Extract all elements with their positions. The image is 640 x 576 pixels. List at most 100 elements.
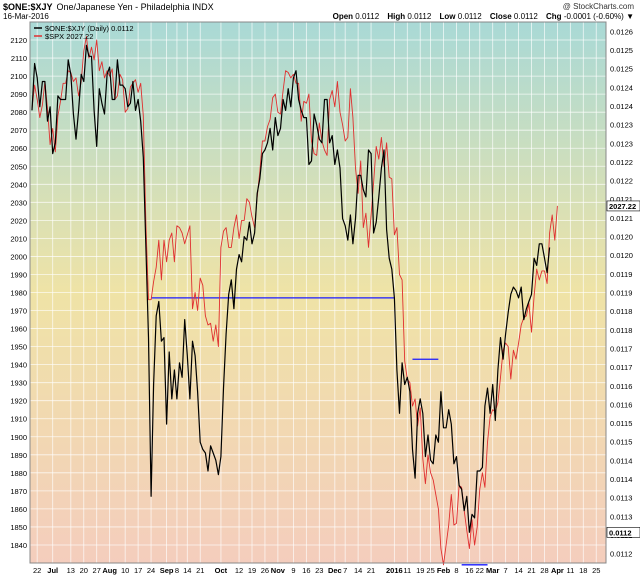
y-right-tick-label: 0.0119	[610, 270, 632, 279]
y-right-tick-label: 0.0119	[610, 289, 632, 298]
y-right-tick-label: 0.0118	[610, 326, 632, 335]
x-tick-label: 11	[566, 566, 574, 575]
y-left-tick-label: 1980	[10, 289, 27, 298]
x-tick-label: 14	[514, 566, 522, 575]
y-right-tick-label: 0.0116	[610, 400, 632, 409]
chart-date: 16-Mar-2016	[3, 12, 49, 21]
y-left-tick-label: 2030	[10, 198, 27, 207]
y-left-tick-label: 1840	[10, 541, 27, 550]
x-tick-label: 23	[315, 566, 323, 575]
y-right-tick-label: 0.0114	[610, 456, 632, 465]
symbol-description: One/Japanese Yen - Philadelphia INDX	[56, 2, 214, 12]
x-tick-label: 7	[343, 566, 347, 575]
y-right-tick-label: 0.0117	[610, 363, 632, 372]
quote-value: 0.0112	[457, 12, 482, 21]
y-right-tick-label: 0.0120	[610, 233, 633, 242]
y-left-tick-label: 1970	[10, 307, 27, 316]
x-tick-label: 21	[196, 566, 204, 575]
x-tick-label: 20	[80, 566, 88, 575]
y-right-tick-label: 0.0112	[610, 550, 632, 559]
y-right-tick-label: 0.0114	[610, 475, 632, 484]
x-tick-label: Jul	[47, 566, 58, 575]
x-tick-label: 25	[592, 566, 600, 575]
y-right-tick-label: 0.0116	[610, 382, 632, 391]
y-right-tick-label: 0.0123	[610, 139, 633, 148]
y-left-tick-label: 2070	[10, 126, 27, 135]
y-left-tick-label: 1990	[10, 270, 27, 279]
x-tick-label: Oct	[215, 566, 228, 575]
y-left-tick-label: 1900	[10, 433, 27, 442]
y-left-tick-label: 2000	[10, 252, 27, 261]
x-tick-label: 10	[121, 566, 129, 575]
y-left-tick-label: 1940	[10, 361, 27, 370]
y-left-tick-label: 1880	[10, 469, 27, 478]
x-tick-label: 7	[504, 566, 508, 575]
y-left-tick-label: 1890	[10, 451, 27, 460]
legend-entry: $SPX 2027.22	[45, 32, 93, 41]
y-left-tick-label: 1950	[10, 343, 27, 352]
y-left-tick-label: 1930	[10, 379, 27, 388]
x-tick-label: 18	[579, 566, 587, 575]
x-tick-label: Dec	[328, 566, 342, 575]
y-left-tick-label: 1870	[10, 487, 27, 496]
xjy-price-badge-text: 0.0112	[609, 528, 632, 537]
xjy-series-line	[31, 44, 551, 533]
y-left-tick-label: 2100	[10, 72, 27, 81]
quote-value: 0.0112	[513, 12, 538, 21]
quote-value: 0.0112	[407, 12, 432, 21]
legend-entry: $ONE:$XJY (Daily) 0.0112	[45, 24, 134, 33]
spx-price-badge-text: 2027.22	[609, 202, 636, 211]
y-left-tick-label: 1850	[10, 523, 27, 532]
x-tick-label: 19	[248, 566, 256, 575]
chart-symbol: $ONE:$XJY One/Japanese Yen - Philadelphia…	[3, 2, 214, 12]
quote-value: 0.0112	[355, 12, 380, 21]
price-badges: 2027.22 0.0112	[606, 200, 640, 538]
y-right-tick-label: 0.0115	[610, 438, 632, 447]
y-left-tick-label: 2060	[10, 144, 27, 153]
y-right-tick-label: 0.0124	[610, 102, 633, 111]
x-tick-label: Feb	[437, 566, 451, 575]
x-tick-label: 21	[527, 566, 535, 575]
x-tick-label: 21	[367, 566, 375, 575]
y-right-tick-label: 0.0117	[610, 344, 632, 353]
x-tick-label: 22	[476, 566, 484, 575]
y-right-tick-label: 0.0121	[610, 195, 633, 204]
quote-label: High	[387, 12, 406, 21]
x-tick-label: Apr	[551, 566, 564, 575]
x-tick-label: Nov	[271, 566, 286, 575]
y-right-tick-label: 0.0120	[610, 251, 633, 260]
x-tick-label: 14	[183, 566, 191, 575]
support-lines	[151, 297, 488, 566]
y-left-tick-label: 2020	[10, 216, 27, 225]
quote-readout: Open 0.0112 High 0.0112 Low 0.0112 Close…	[333, 12, 634, 21]
xjy-price-badge	[606, 527, 640, 538]
x-tick-label: Sep	[160, 566, 174, 575]
y-right-tick-label: 0.0113	[610, 494, 632, 503]
x-tick-label: 12	[235, 566, 243, 575]
y-right-tick-label: 0.0126	[610, 27, 633, 36]
x-tick-label: 28	[540, 566, 548, 575]
series-lines	[31, 35, 558, 566]
y-left-tick-label: 2010	[10, 234, 27, 243]
quote-label: Chg	[546, 12, 562, 21]
y-left-tick-label: 2080	[10, 108, 27, 117]
y-right-tick-label: 0.0122	[610, 158, 633, 167]
quote-value: -0.0001 (-0.60%)	[563, 12, 624, 21]
x-tick-label: 22	[33, 566, 41, 575]
x-tick-label: Aug	[102, 566, 117, 575]
x-axis: 22 Jul 13 20 27 Aug 10 17 24 Sep 8 14 21 Oct 12 19 26 Nov…	[33, 566, 600, 575]
x-tick-label: Mar	[486, 566, 499, 575]
y-left-tick-label: 2090	[10, 90, 27, 99]
y-right-tick-label: 0.0115	[610, 419, 632, 428]
quote-label: Close	[489, 12, 512, 21]
x-tick-label: 27	[93, 566, 101, 575]
x-tick-label: 19	[416, 566, 424, 575]
x-tick-label: 9	[291, 566, 295, 575]
y-right-tick-label: 0.0124	[610, 83, 633, 92]
y-left-tick-label: 1910	[10, 415, 27, 424]
copyright-link[interactable]: @ StockCharts.com	[562, 2, 634, 11]
x-tick-label: 26	[261, 566, 269, 575]
y-right-tick-label: 0.0118	[610, 307, 632, 316]
legend: $ONE:$XJY (Daily) 0.0112$SPX 2027.22	[34, 24, 134, 41]
